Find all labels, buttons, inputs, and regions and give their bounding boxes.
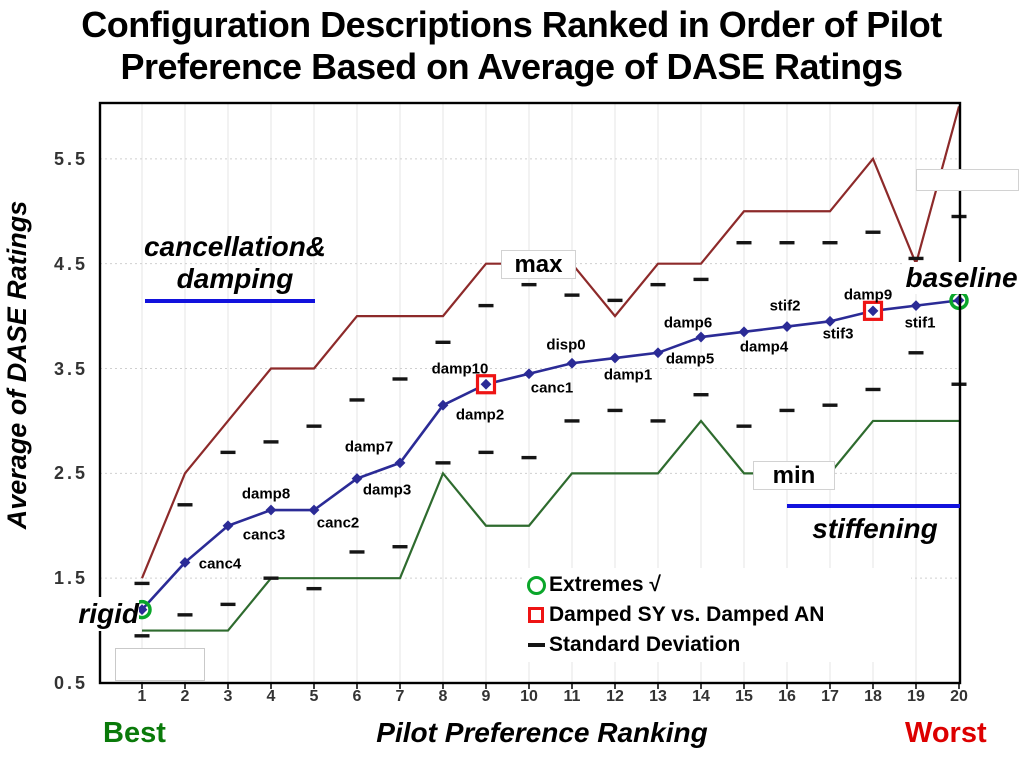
x-tick-label-13: 13	[649, 688, 667, 705]
point-label-canc4: canc4	[198, 555, 242, 573]
x-tick-label-2: 2	[180, 688, 190, 705]
x-tick-label-4: 4	[266, 688, 276, 705]
point-label-damp10: damp10	[431, 360, 489, 378]
legend-item-extremes: Extremes √	[523, 570, 911, 600]
x-tick-label-19: 19	[907, 688, 925, 705]
max-annotation: max	[501, 250, 576, 279]
y-tick-label-4.5: 4.5	[53, 253, 88, 274]
page-title-line2: Preference Based on Average of DASE Rati…	[120, 46, 903, 87]
point-label-canc3: canc3	[242, 526, 286, 544]
stiffening-annotation: stiffening	[812, 513, 938, 544]
x-tick-label-9: 9	[481, 688, 491, 705]
point-label-stif2: stif2	[769, 297, 801, 315]
legend-label: Standard Deviation	[549, 633, 741, 656]
point-label-canc1: canc1	[530, 379, 574, 397]
std-dash-icon	[523, 643, 549, 647]
point-label-damp7: damp7	[344, 438, 394, 456]
x-tick-label-8: 8	[438, 688, 448, 705]
cancellation-damping-underline	[145, 299, 315, 303]
best-axis-label: Best	[103, 717, 166, 749]
legend-label: Damped SY vs. Damped AN	[549, 603, 825, 626]
point-label-damp8: damp8	[241, 485, 291, 503]
point-label-damp1: damp1	[603, 366, 653, 384]
cancellation-damping-annotation: cancellation& damping	[131, 231, 339, 295]
legend-label: Extremes √	[549, 573, 661, 596]
x-tick-label-16: 16	[778, 688, 796, 705]
legend-item-damped: Damped SY vs. Damped AN	[523, 600, 911, 630]
extremes-circle-icon	[523, 575, 549, 595]
min-annotation-text: min	[772, 461, 816, 489]
x-tick-label-15: 15	[735, 688, 753, 705]
baseline-annotation: baseline	[905, 262, 1018, 294]
x-tick-label-7: 7	[395, 688, 405, 705]
page-title: Configuration Descriptions Ranked in Ord…	[0, 4, 1023, 88]
chart-legend: Extremes √ Damped SY vs. Damped AN Stand…	[523, 568, 911, 662]
y-tick-label-5.5: 5.5	[53, 148, 88, 169]
x-tick-label-10: 10	[520, 688, 538, 705]
empty-callout-box-bottom-left	[115, 648, 205, 681]
x-axis-title: Pilot Preference Ranking	[376, 717, 708, 748]
x-tick-label-5: 5	[309, 688, 319, 705]
x-tick-label-12: 12	[606, 688, 624, 705]
cancellation-damping-line2: damping	[176, 263, 294, 294]
point-label-damp4: damp4	[739, 338, 789, 356]
point-label-stif1: stif1	[904, 314, 936, 332]
y-tick-label-3.5: 3.5	[53, 358, 88, 379]
point-label-damp9: damp9	[843, 286, 893, 304]
point-label-damp3: damp3	[362, 481, 412, 499]
point-label-disp0: disp0	[546, 336, 586, 354]
x-tick-label-6: 6	[352, 688, 362, 705]
y-tick-label-1.5: 1.5	[53, 568, 88, 589]
x-tick-label-3: 3	[223, 688, 233, 705]
point-label-stif3: stif3	[822, 325, 854, 343]
point-label-damp6: damp6	[663, 314, 713, 332]
x-tick-label-14: 14	[692, 688, 710, 705]
y-tick-label-0.5: 0.5	[53, 673, 88, 693]
rigid-annotation: rigid	[51, 597, 139, 631]
x-tick-label-17: 17	[821, 688, 839, 705]
stiffening-overline	[787, 504, 960, 508]
page-title-line1: Configuration Descriptions Ranked in Ord…	[81, 4, 942, 45]
max-annotation-text: max	[514, 250, 563, 278]
min-annotation: min	[753, 461, 835, 490]
point-label-damp2: damp2	[455, 406, 505, 424]
damped-square-icon	[523, 607, 549, 623]
point-label-canc2: canc2	[316, 514, 360, 532]
empty-callout-box-top-right	[916, 169, 1019, 191]
worst-axis-label: Worst	[905, 717, 987, 749]
x-tick-label-11: 11	[563, 688, 581, 705]
cancellation-damping-line1: cancellation&	[143, 231, 327, 262]
x-tick-label-20: 20	[950, 688, 968, 705]
x-tick-label-1: 1	[137, 688, 147, 705]
legend-item-std: Standard Deviation	[523, 630, 911, 660]
y-tick-label-2.5: 2.5	[53, 463, 88, 484]
x-tick-label-18: 18	[864, 688, 882, 705]
point-label-damp5: damp5	[665, 350, 715, 368]
